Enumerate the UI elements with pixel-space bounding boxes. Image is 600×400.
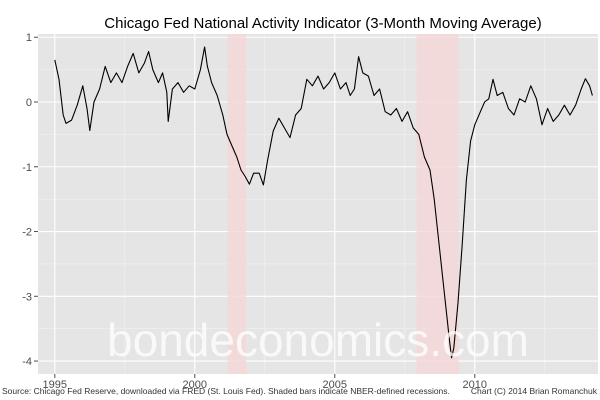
x-tick-label: 2005 [323,379,347,391]
credit-note: Chart (C) 2014 Brian Romanchuk [471,386,598,396]
source-note: Source: Chicago Fed Reserve, downloaded … [2,386,450,396]
recession-band [227,34,247,374]
major-gridlines [38,34,598,374]
watermark: bondeconomics.com [107,314,529,366]
y-tick-label: -2 [22,227,32,239]
y-tick-label: -3 [22,291,32,303]
x-tick-label: 2000 [183,379,207,391]
y-tick-label: 1 [26,32,32,44]
y-tick-label: 0 [26,97,32,109]
recession-band [416,34,459,374]
cfnai-series-line [54,46,593,359]
x-axis: 1995 2000 2005 2010 [43,374,487,391]
x-tick-label: 1995 [43,379,67,391]
x-tick-label: 2010 [463,379,487,391]
y-tick-label: -1 [22,162,32,174]
recession-bands [227,34,459,374]
y-tick-label: -4 [22,356,32,368]
y-axis: 1 0 -1 -2 -3 -4 [22,32,38,368]
minor-gridlines [38,34,598,374]
chart-title: Chicago Fed National Activity Indicator … [104,15,541,32]
plot-panel [38,34,598,374]
